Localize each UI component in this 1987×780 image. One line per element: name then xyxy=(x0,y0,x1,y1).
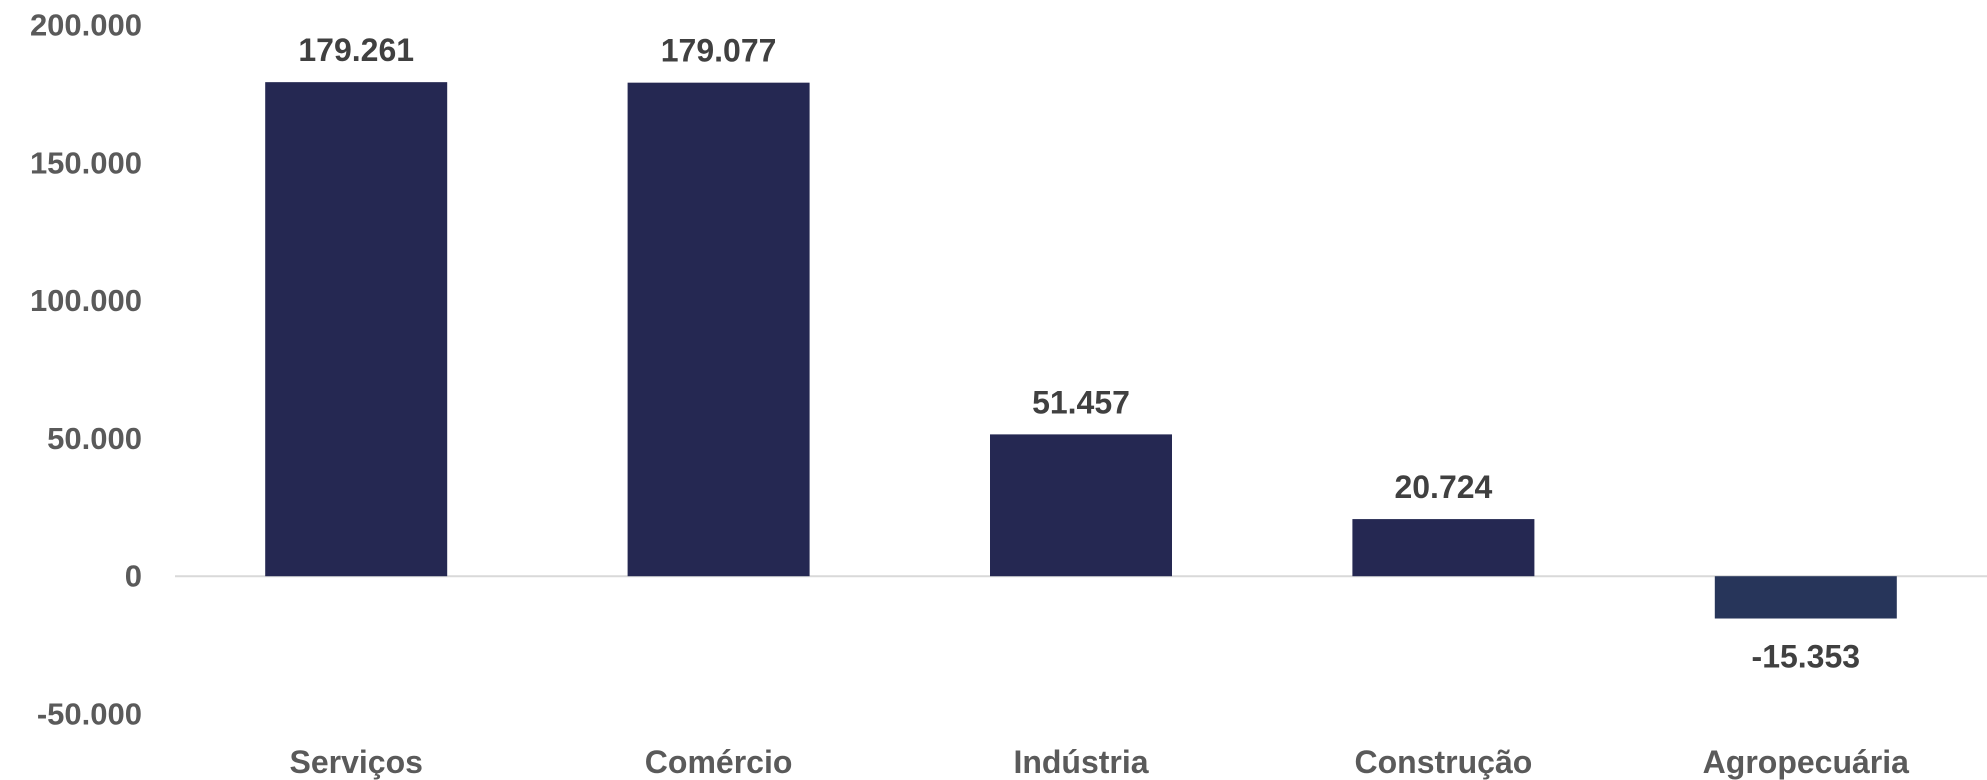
bar xyxy=(1714,576,1897,619)
y-axis: 200.000 150.000 100.000 50.000 0 -50.000 xyxy=(30,8,142,732)
bar xyxy=(1352,519,1535,577)
y-tick-label: 0 xyxy=(125,559,142,594)
x-tick-label: Comércio xyxy=(645,744,793,780)
y-tick-label: 100.000 xyxy=(30,283,142,318)
bars xyxy=(265,82,1897,619)
data-label: -15.353 xyxy=(1752,639,1861,675)
y-tick-label: -50.000 xyxy=(37,697,142,732)
bar xyxy=(627,82,810,577)
data-label: 20.724 xyxy=(1394,469,1492,505)
x-axis: Serviços Comércio Indústria Construção Agrop… xyxy=(289,744,1909,780)
y-tick-label: 50.000 xyxy=(47,421,142,456)
x-tick-label: Agropecuária xyxy=(1703,744,1909,780)
data-label: 179.261 xyxy=(298,32,414,68)
bar xyxy=(265,82,448,577)
bar xyxy=(990,434,1172,577)
y-tick-label: 150.000 xyxy=(30,145,142,180)
data-labels: 179.261 179.077 51.457 20.724 -15.353 xyxy=(298,32,1860,674)
y-tick-label: 200.000 xyxy=(30,8,142,43)
x-tick-label: Construção xyxy=(1355,744,1533,780)
data-label: 179.077 xyxy=(661,33,777,69)
x-tick-label: Serviços xyxy=(289,744,422,780)
x-tick-label: Indústria xyxy=(1013,744,1148,780)
data-label: 51.457 xyxy=(1032,384,1130,420)
